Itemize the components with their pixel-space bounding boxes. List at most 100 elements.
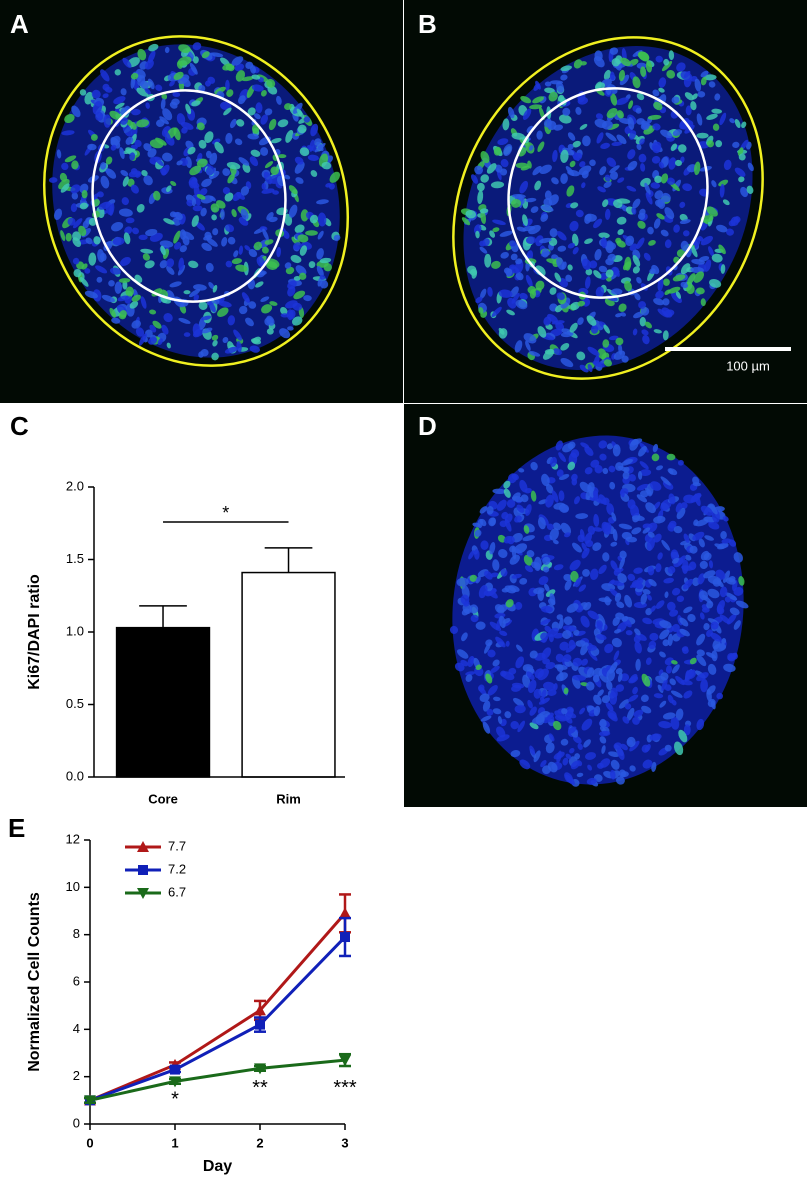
- cell: [208, 282, 215, 290]
- cell: [645, 607, 653, 616]
- cell: [468, 550, 475, 560]
- cell: [222, 63, 234, 71]
- cell: [294, 156, 304, 165]
- cell: [595, 113, 604, 120]
- cell: [551, 177, 559, 185]
- x-tick-label: Core: [148, 791, 178, 806]
- cell: [574, 577, 582, 588]
- cell: [636, 143, 642, 151]
- cell: [493, 696, 501, 702]
- marker: [137, 841, 149, 852]
- cell: [707, 575, 722, 585]
- cell: [120, 256, 131, 267]
- cell: [60, 230, 66, 242]
- cell: [676, 62, 686, 72]
- cell: [475, 296, 483, 304]
- cell: [269, 301, 278, 306]
- cell: [291, 316, 303, 326]
- cell: [503, 143, 513, 157]
- cell: [698, 255, 710, 262]
- cell: [629, 130, 637, 140]
- cell: [597, 348, 607, 360]
- cell: [648, 640, 657, 650]
- cell: [587, 644, 597, 651]
- cell: [650, 605, 657, 612]
- cell: [192, 42, 202, 51]
- cell: [546, 523, 554, 531]
- cell: [714, 543, 725, 549]
- cell: [492, 659, 500, 667]
- cell: [482, 700, 491, 712]
- cell: [528, 351, 541, 357]
- cell: [317, 230, 324, 240]
- cell: [465, 671, 476, 676]
- cell: [621, 616, 629, 622]
- cell: [496, 726, 506, 738]
- cell: [703, 623, 710, 631]
- cell: [722, 199, 730, 206]
- cell: [669, 609, 679, 617]
- cell: [626, 736, 636, 748]
- cell: [93, 236, 101, 245]
- cell: [183, 332, 191, 337]
- cell: [177, 56, 192, 66]
- cell: [693, 271, 705, 283]
- cell: [690, 492, 702, 503]
- cell: [704, 535, 714, 541]
- cell: [696, 654, 707, 667]
- cell: [122, 148, 136, 155]
- cell: [480, 715, 492, 722]
- cell: [295, 265, 307, 276]
- cell: [644, 182, 651, 195]
- cell: [708, 521, 720, 530]
- cell: [505, 599, 514, 608]
- cell: [689, 657, 697, 665]
- cell: [178, 257, 185, 271]
- cell: [641, 673, 651, 687]
- cell: [535, 265, 546, 277]
- cell: [495, 636, 506, 648]
- cell: [191, 198, 197, 207]
- cell: [671, 660, 678, 665]
- cell: [79, 277, 89, 287]
- cell: [554, 272, 562, 283]
- cell: [186, 199, 194, 207]
- cell: [603, 324, 611, 334]
- cell: [641, 705, 652, 714]
- cell: [193, 284, 207, 291]
- cell: [288, 185, 298, 195]
- cell: [670, 716, 680, 730]
- cell: [247, 107, 256, 116]
- cell: [191, 215, 199, 227]
- cell: [261, 304, 273, 314]
- cell: [646, 537, 655, 551]
- marker: [255, 1019, 265, 1030]
- cell: [640, 593, 648, 605]
- cell: [544, 190, 552, 200]
- cell: [467, 655, 475, 668]
- cell: [635, 107, 642, 114]
- cell: [642, 589, 651, 595]
- cell: [517, 720, 526, 733]
- cell: [628, 474, 636, 482]
- y-axis-title: Normalized Cell Counts: [26, 892, 43, 1072]
- cell: [105, 168, 117, 179]
- cell: [662, 712, 676, 720]
- cell: [549, 287, 557, 295]
- cell: [500, 158, 509, 168]
- cell: [560, 522, 572, 535]
- cell: [594, 465, 603, 474]
- cell: [294, 161, 305, 174]
- cell: [240, 186, 250, 196]
- cell: [655, 55, 663, 63]
- cell: [675, 708, 684, 721]
- cell: [224, 192, 234, 202]
- cell: [511, 292, 520, 304]
- cell: [642, 334, 650, 345]
- cell: [696, 672, 709, 682]
- cell: [65, 232, 72, 242]
- cell: [513, 697, 524, 707]
- cell: [118, 208, 133, 217]
- panel-label: D: [418, 411, 437, 441]
- cell: [700, 70, 709, 78]
